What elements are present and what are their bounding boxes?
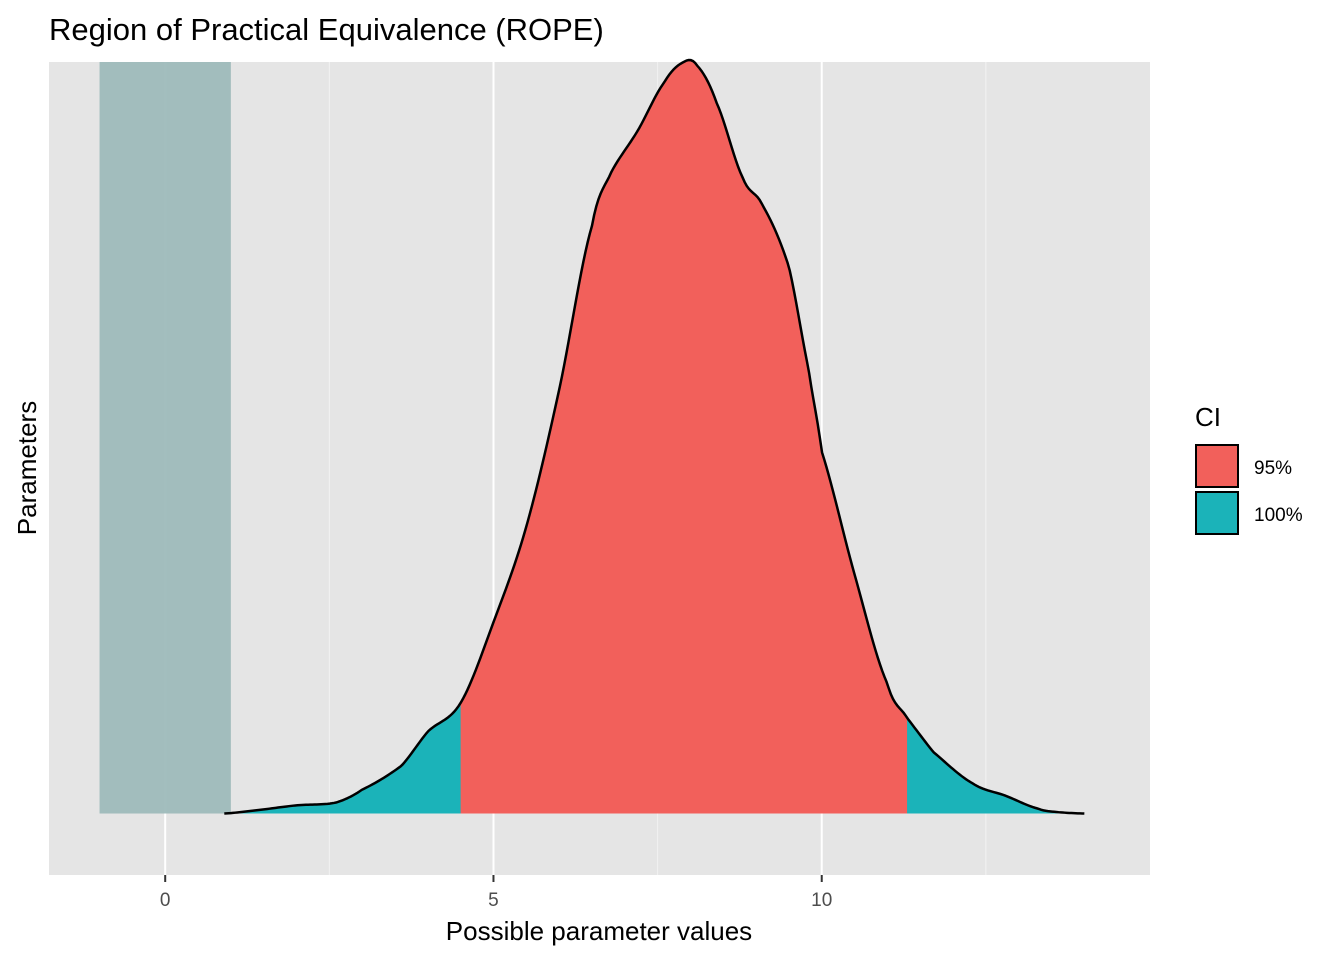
x-tick-label: 5: [488, 890, 499, 911]
ci-95-area: [460, 60, 908, 814]
rope-band: [99, 62, 231, 814]
x-axis-ticks: 0 5 10: [160, 875, 832, 911]
x-axis-title: Possible parameter values: [446, 916, 752, 946]
chart-title: Region of Practical Equivalence (ROPE): [49, 12, 604, 47]
legend-swatch-95: [1195, 444, 1239, 488]
legend-swatch-100: [1195, 491, 1239, 535]
legend-label-100: 100%: [1254, 505, 1303, 526]
y-axis-title: Parameters: [12, 401, 42, 535]
x-tick-label: 10: [811, 890, 832, 911]
density-outline: [224, 58, 1085, 815]
legend-title: CI: [1195, 402, 1221, 432]
legend-label-95: 95%: [1254, 458, 1292, 479]
x-tick-label: 0: [160, 890, 171, 911]
legend: CI 95% 100%: [1195, 402, 1303, 535]
